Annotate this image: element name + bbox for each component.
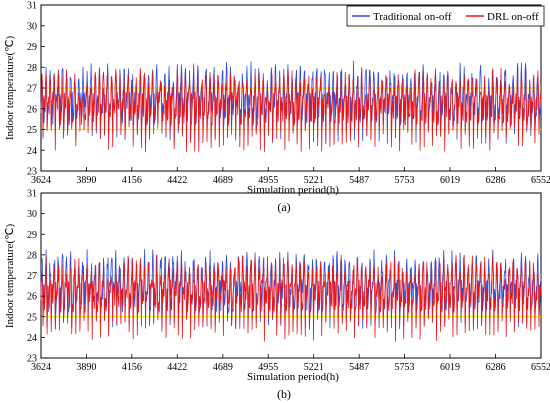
x-tick-label: 4689 [213,362,233,373]
series-line-drl [40,254,542,342]
y-tick-label: 26 [27,292,37,303]
y-tick-label: 24 [27,146,37,157]
x-tick-label: 4156 [122,175,142,186]
x-tick-label: 5487 [349,362,369,373]
series-group-b [40,248,542,342]
x-tick-label: 6019 [440,175,460,186]
x-tick-label: 6286 [486,175,506,186]
y-tick-label: 24 [27,333,37,344]
x-tick-label: 5753 [395,362,415,373]
y-tick-label: 31 [27,189,37,200]
x-tick-label: 6286 [486,362,506,373]
chart-panel-a: 3624 3890 4156 4422 4689 4955 5221 5487 5753 6019… [4,1,550,215]
y-tick-label: 28 [27,63,37,74]
x-tick-label: 4422 [167,362,187,373]
x-axis-label-b: Simulation period(h) [247,371,339,383]
x-tick-label: 4422 [167,175,187,186]
legend-label-traditional: Traditional on-off [373,11,452,23]
x-tick-label: 6552 [531,362,550,373]
y-tick-label: 29 [27,230,37,241]
legend: Traditional on-off DRL on-off [346,5,545,27]
x-tick-label: 4955 [258,175,278,186]
legend-box [346,5,545,27]
y-tick-label: 27 [27,84,37,95]
y-tick-label: 31 [27,1,37,12]
series-group-a [40,60,542,153]
x-tick-label: 5753 [395,175,415,186]
y-axis-label-a: Indoor temperature(℃) [4,36,16,141]
x-tick-label: 5221 [304,362,324,373]
x-tick-label: 3890 [76,362,96,373]
y-tick-label: 25 [27,125,37,136]
x-tick-label: 4955 [258,362,278,373]
y-tick-label: 25 [27,312,37,323]
series-line-drl [40,67,542,153]
y-tick-label: 27 [27,271,37,282]
x-tick-label: 4689 [213,175,233,186]
legend-label-drl: DRL on-off [487,11,539,23]
x-tick-label: 5487 [349,175,369,186]
chart-panel-b: 3624 3890 4156 4422 4689 4955 5221 5487 5753 6019… [4,189,550,402]
x-tick-label: 3890 [76,175,96,186]
x-tick-label: 6552 [531,175,550,186]
x-tick-label: 6019 [440,362,460,373]
x-tick-label: 5221 [304,175,324,186]
y-tick-label: 23 [27,167,37,178]
y-tick-label: 29 [27,42,37,53]
x-axis-label-a: Simulation period(h) [247,184,339,196]
y-tick-label: 26 [27,104,37,115]
y-tick-label: 30 [27,209,37,220]
y-tick-label: 23 [27,354,37,365]
y-tick-label: 30 [27,21,37,32]
ticks-b: 3624 3890 4156 4422 4689 4955 5221 5487 5753 6019… [27,189,550,374]
x-tick-label: 3624 [31,362,51,373]
panel-caption-b: (b) [277,387,291,401]
x-tick-label: 4156 [122,362,142,373]
panel-caption-a: (a) [277,200,290,214]
y-axis-label-b: Indoor temperature(℃) [4,224,16,329]
y-tick-label: 28 [27,250,37,261]
ticks-a: 3624 3890 4156 4422 4689 4955 5221 5487 5753 6019… [27,1,550,187]
x-tick-label: 3624 [31,175,51,186]
